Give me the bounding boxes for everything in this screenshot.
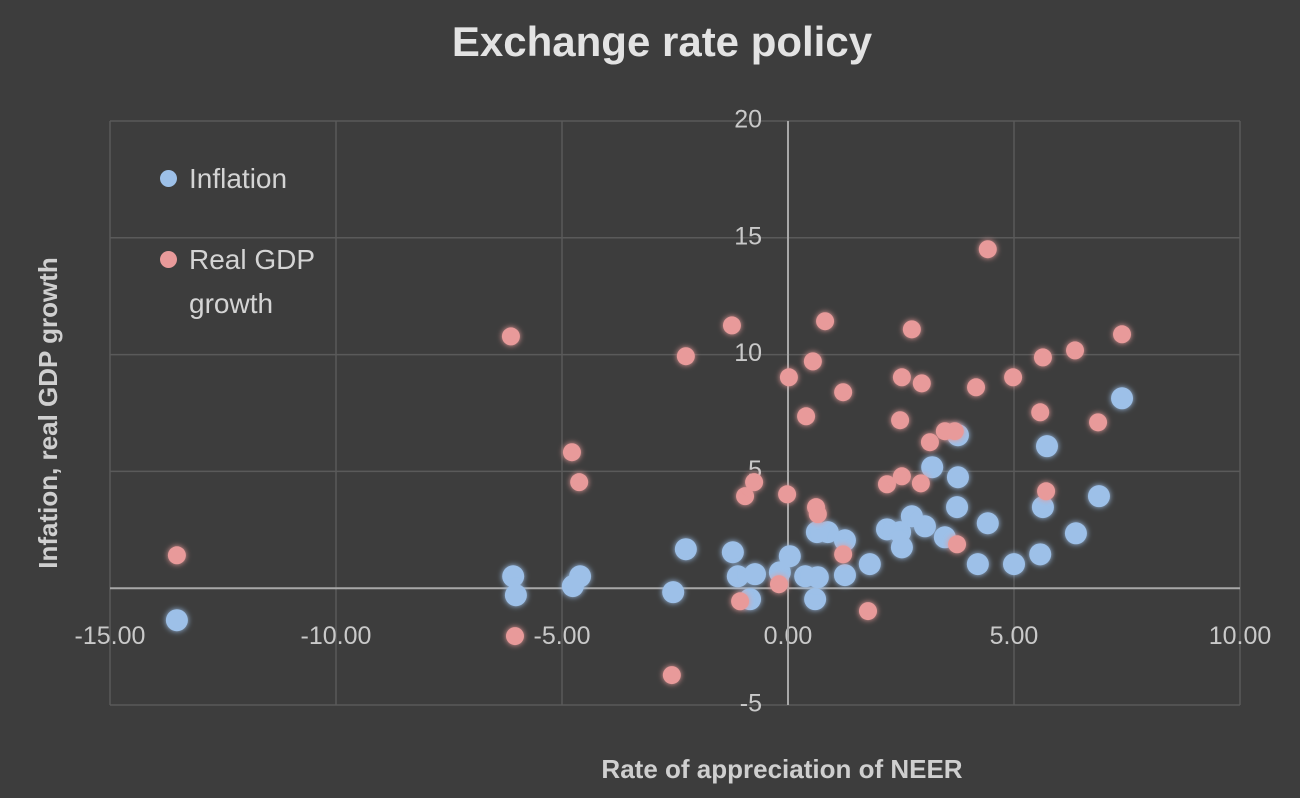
x-tick-label: -5.00 (534, 622, 591, 650)
point (504, 584, 527, 607)
point (501, 327, 520, 346)
point (921, 456, 944, 479)
point (722, 316, 741, 335)
point (569, 565, 592, 588)
point (1004, 368, 1023, 387)
point (778, 545, 801, 568)
point (902, 320, 921, 339)
legend-swatch (160, 170, 177, 187)
point (877, 475, 896, 494)
point (736, 487, 755, 506)
legend-label: Real GDP growth (189, 244, 315, 319)
point (911, 474, 930, 493)
point (976, 512, 999, 535)
x-tick-label: 10.00 (1209, 622, 1272, 650)
point (676, 347, 695, 366)
point (920, 433, 939, 452)
point (726, 565, 749, 588)
point (1033, 348, 1052, 367)
points (165, 240, 1134, 685)
point (1003, 553, 1025, 576)
point (891, 411, 910, 430)
point (570, 473, 589, 492)
point (1035, 435, 1058, 458)
y-tick-label: -5 (740, 690, 762, 718)
point (1089, 413, 1108, 432)
x-tick-label: -10.00 (301, 622, 372, 650)
point (1111, 387, 1134, 410)
point (890, 536, 913, 559)
x-tick-label: -15.00 (75, 622, 146, 650)
point (912, 374, 931, 393)
legend-entry: Inflation (160, 157, 360, 201)
y-tick-label: 20 (734, 106, 762, 134)
point (662, 581, 685, 604)
point (769, 575, 788, 594)
point (913, 515, 936, 538)
point (892, 368, 911, 387)
point (674, 538, 697, 561)
point (892, 467, 911, 486)
point (967, 378, 986, 397)
point (946, 496, 969, 519)
point (806, 566, 829, 589)
point (731, 592, 750, 611)
point (1113, 325, 1132, 344)
point (834, 545, 853, 564)
x-axis-title: Rate of appreciation of NEER (601, 754, 962, 784)
y-axis-title: Infation, real GDP growth (33, 257, 63, 569)
point (562, 443, 581, 462)
point (978, 240, 997, 259)
point (721, 541, 744, 564)
x-tick-label: 5.00 (990, 622, 1039, 650)
y-tick-label: 15 (734, 222, 762, 250)
point (966, 553, 989, 576)
point (779, 368, 798, 387)
point (834, 383, 853, 402)
point (1029, 543, 1052, 566)
point (662, 666, 681, 685)
point (808, 505, 827, 524)
legend-entry: Real GDP growth (160, 238, 360, 326)
point (744, 563, 767, 586)
point (833, 529, 856, 552)
grid (109, 120, 1241, 706)
y-tick-label: 10 (734, 339, 762, 367)
point (816, 521, 839, 544)
point (816, 312, 835, 331)
point (833, 564, 856, 587)
chart-title: Exchange rate policy (452, 18, 873, 65)
legend-swatch (160, 251, 177, 268)
point (804, 588, 827, 611)
point (505, 627, 524, 646)
point (946, 466, 969, 489)
point (948, 535, 967, 554)
point (1064, 522, 1087, 545)
point (1031, 496, 1054, 519)
point (1037, 482, 1056, 501)
point (1087, 485, 1110, 508)
point (797, 407, 816, 426)
point (745, 473, 764, 492)
point (502, 565, 525, 588)
point (803, 352, 822, 371)
point (859, 602, 878, 621)
point (945, 422, 964, 441)
point (1066, 341, 1085, 360)
point (858, 553, 881, 576)
point (165, 609, 188, 632)
point (167, 546, 186, 565)
legend-label: Inflation (189, 163, 288, 194)
point (778, 485, 797, 504)
point (1031, 403, 1050, 422)
